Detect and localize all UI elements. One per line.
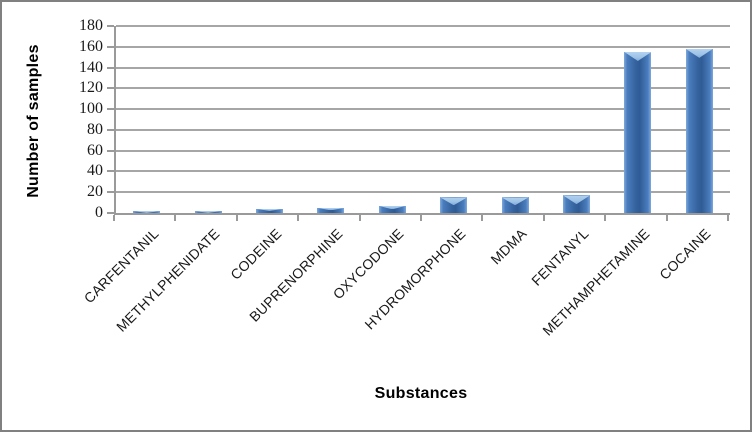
bar-top-highlight <box>685 48 713 58</box>
bar-cocaine <box>685 48 713 213</box>
x-tick-mark <box>604 215 607 221</box>
y-tick-mark <box>107 191 114 194</box>
bar-top-highlight <box>563 195 590 205</box>
y-tick-label: 20 <box>87 183 103 201</box>
y-tick-label: 100 <box>79 100 103 118</box>
bar-top-highlight <box>256 208 283 211</box>
x-category-label: FENTANYL <box>527 225 592 289</box>
bar-top-highlight <box>378 205 406 210</box>
y-tick-mark <box>107 66 114 69</box>
bar-top-highlight <box>624 51 652 61</box>
y-tick-mark <box>107 25 114 27</box>
x-tick-mark <box>420 215 422 221</box>
y-tick-mark <box>107 128 114 131</box>
bar-top-highlight <box>194 210 222 213</box>
gridline <box>116 128 730 131</box>
x-tick-mark <box>113 215 115 221</box>
x-tick-mark <box>727 215 729 221</box>
gridline <box>116 149 730 152</box>
bar-top-highlight <box>501 197 529 206</box>
gridline <box>116 66 730 69</box>
x-category-label: COCAINE <box>656 225 714 283</box>
x-tick-mark <box>481 215 484 221</box>
x-tick-mark <box>235 215 238 221</box>
bar-buprenorphine <box>317 207 345 213</box>
x-tick-mark <box>665 215 668 221</box>
x-category-label: HYDROMORPHONE <box>361 225 469 333</box>
y-tick-label: 160 <box>79 37 103 55</box>
x-category-label: CODEINE <box>226 225 285 283</box>
y-tick-label: 120 <box>79 79 103 97</box>
bar-mdma <box>501 197 529 213</box>
bar-carfentanil <box>133 210 161 213</box>
x-tick-mark <box>174 215 177 221</box>
y-tick-mark <box>107 212 114 214</box>
plot-area <box>114 25 730 215</box>
x-category-label: OXYCODONE <box>329 225 407 303</box>
y-tick-label: 140 <box>79 58 103 76</box>
x-category-label: MDMA <box>487 225 530 268</box>
bar-methylphenidate <box>194 210 222 213</box>
gridline <box>116 45 730 48</box>
x-tick-mark <box>542 215 545 221</box>
bar-top-highlight <box>317 207 345 211</box>
bar-fentanyl <box>563 195 590 213</box>
bar-top-highlight <box>440 197 468 206</box>
x-category-label: CARFENTANIL <box>80 225 162 307</box>
y-tick-mark <box>107 108 114 111</box>
bar-oxycodone <box>378 205 406 213</box>
y-tick-label: 40 <box>87 162 103 180</box>
x-category-label: METHAMPHETAMINE <box>539 225 653 339</box>
x-tick-mark <box>297 215 300 221</box>
gridline <box>116 170 730 173</box>
bar-methamphetamine <box>624 51 652 213</box>
y-tick-mark <box>107 149 114 152</box>
x-tick-mark <box>358 215 361 221</box>
y-tick-label: 80 <box>87 120 103 138</box>
gridline <box>116 191 730 194</box>
bar-hydromorphone <box>440 197 468 213</box>
bar-codeine <box>256 208 283 213</box>
y-tick-mark <box>107 45 114 48</box>
x-category-label: BUPRENORPHINE <box>245 225 346 325</box>
y-tick-mark <box>107 170 114 173</box>
y-tick-label: 180 <box>79 17 103 34</box>
gridline <box>116 25 730 27</box>
y-axis-title: Number of samples <box>25 44 42 198</box>
bar-top-highlight <box>133 210 161 213</box>
y-tick-mark <box>107 87 114 90</box>
x-category-label: METHYLPHENIDATE <box>113 225 223 335</box>
x-axis-title: Substances <box>374 385 468 402</box>
y-tick-label: 0 <box>95 204 103 221</box>
gridline <box>116 87 730 90</box>
y-tick-label: 60 <box>87 141 103 159</box>
gridline <box>116 108 730 111</box>
